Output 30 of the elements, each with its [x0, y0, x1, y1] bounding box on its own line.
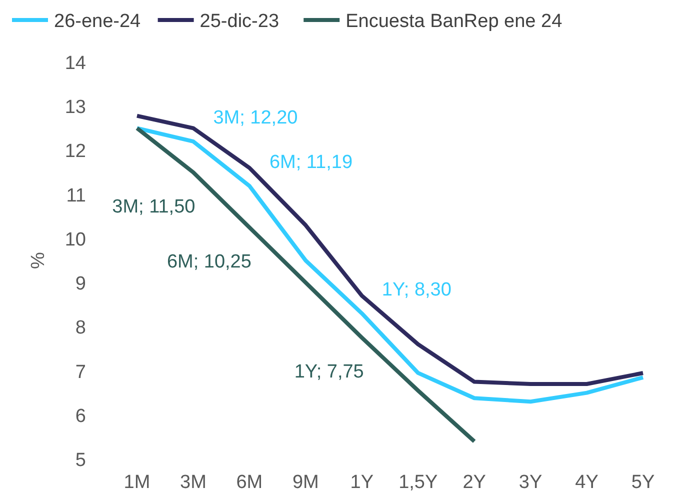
annotation: 6M; 10,25	[166, 251, 252, 272]
annotation: 3M; 12,20	[213, 107, 298, 128]
x-tick-label: 4Y	[575, 472, 599, 493]
x-tick-label: 6M	[236, 472, 263, 493]
y-tick-label: 6	[75, 406, 86, 427]
y-tick-label: 7	[75, 362, 86, 383]
y-tick-label: 14	[64, 53, 86, 74]
x-tick-label: 3M	[180, 472, 206, 493]
y-tick-label: 12	[64, 141, 86, 162]
x-tick-label: 2Y	[462, 472, 486, 493]
y-tick-label: 11	[66, 185, 86, 206]
y-tick-label: 13	[64, 97, 86, 118]
annotation: 1Y; 8,30	[382, 279, 452, 300]
annotation: 3M; 11,50	[112, 196, 196, 218]
x-tick-label: 3Y	[518, 472, 542, 493]
x-tick-label: 9M	[292, 472, 319, 493]
legend-label: 26-ene-24	[54, 11, 142, 32]
annotation: 1Y; 7,75	[294, 362, 364, 383]
legend-label: 25-dic-23	[200, 11, 280, 32]
x-tick-label: 1Y	[350, 472, 374, 493]
y-tick-label: 5	[75, 450, 86, 471]
x-tick-label: 1M	[124, 472, 150, 493]
legend-label: Encuesta BanRep ene 24	[346, 11, 563, 32]
y-tick-label: 9	[75, 274, 86, 295]
y-tick-label: 10	[64, 229, 86, 250]
x-tick-label: 1,5Y	[398, 472, 438, 493]
y-axis-title: %	[28, 252, 49, 269]
x-tick-label: 5Y	[631, 472, 655, 493]
y-tick-label: 8	[75, 318, 86, 339]
annotation: 6M; 11,19	[269, 152, 353, 173]
